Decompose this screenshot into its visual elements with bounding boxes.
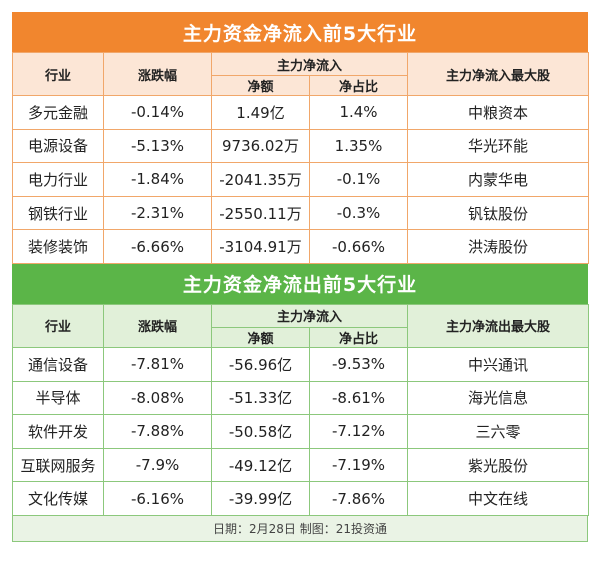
inflow-table: 行业 涨跌幅 主力净流入 主力净流入最大股 净额 净占比 多元金融 -0.14%… — [12, 52, 590, 264]
cell-stock: 中粮资本 — [407, 95, 590, 130]
header-industry: 行业 — [12, 303, 104, 348]
cell-ratio: -0.66% — [308, 229, 409, 264]
table-row: 半导体 -8.08% -51.33亿 -8.61% 海光信息 — [12, 380, 590, 416]
header-net-group: 主力净流入 — [210, 303, 409, 328]
cell-stock: 钒钛股份 — [407, 195, 590, 231]
cell-stock: 华光环能 — [407, 128, 590, 164]
table-row: 多元金融 -0.14% 1.49亿 1.4% 中粮资本 — [12, 95, 590, 130]
cell-ratio: -0.3% — [308, 195, 409, 231]
fund-flow-infographic: 主力资金净流入前5大行业 行业 涨跌幅 主力净流入 主力净流入最大股 净额 净占… — [12, 12, 590, 542]
outflow-table: 行业 涨跌幅 主力净流入 主力净流出最大股 净额 净占比 通信设备 -7.81%… — [12, 303, 590, 516]
table-row: 通信设备 -7.81% -56.96亿 -9.53% 中兴通讯 — [12, 346, 590, 382]
cell-ratio: -7.12% — [308, 414, 409, 449]
cell-stock: 海光信息 — [407, 380, 590, 416]
cell-change: -5.13% — [103, 128, 212, 164]
header-net-ratio: 净占比 — [308, 326, 409, 348]
cell-amount: -51.33亿 — [211, 380, 310, 416]
cell-amount: -39.99亿 — [211, 481, 310, 516]
cell-stock: 中兴通讯 — [407, 346, 590, 382]
header-change: 涨跌幅 — [103, 303, 212, 348]
cell-change: -7.9% — [103, 447, 212, 483]
cell-change: -8.08% — [103, 380, 212, 416]
table-row: 钢铁行业 -2.31% -2550.11万 -0.3% 钒钛股份 — [12, 195, 590, 231]
cell-industry: 电力行业 — [12, 162, 104, 197]
cell-industry: 多元金融 — [12, 95, 104, 130]
header-top-stock: 主力净流入最大股 — [407, 52, 590, 96]
cell-amount: -50.58亿 — [211, 414, 310, 449]
cell-change: -7.81% — [103, 346, 212, 382]
cell-ratio: -7.19% — [308, 447, 409, 483]
cell-industry: 装修装饰 — [12, 229, 104, 264]
cell-amount: -49.12亿 — [211, 447, 310, 483]
header-industry: 行业 — [12, 52, 104, 96]
inflow-title: 主力资金净流入前5大行业 — [12, 12, 588, 52]
table-row: 装修装饰 -6.66% -3104.91万 -0.66% 洪涛股份 — [12, 229, 590, 264]
cell-ratio: -9.53% — [308, 346, 409, 382]
cell-industry: 通信设备 — [12, 346, 104, 382]
cell-amount: 9736.02万 — [211, 128, 310, 164]
cell-stock: 三六零 — [407, 414, 590, 449]
cell-ratio: -7.86% — [308, 481, 409, 516]
cell-stock: 中文在线 — [407, 481, 590, 516]
cell-change: -2.31% — [103, 195, 212, 231]
cell-amount: -3104.91万 — [211, 229, 310, 264]
table-row: 互联网服务 -7.9% -49.12亿 -7.19% 紫光股份 — [12, 447, 590, 483]
cell-industry: 互联网服务 — [12, 447, 104, 483]
header-change: 涨跌幅 — [103, 52, 212, 96]
cell-amount: -2550.11万 — [211, 195, 310, 231]
table-row: 电力行业 -1.84% -2041.35万 -0.1% 内蒙华电 — [12, 162, 590, 197]
cell-change: -6.66% — [103, 229, 212, 264]
header-net-amount: 净额 — [211, 326, 310, 348]
table-row: 软件开发 -7.88% -50.58亿 -7.12% 三六零 — [12, 414, 590, 449]
cell-amount: 1.49亿 — [211, 95, 310, 130]
cell-ratio: -0.1% — [308, 162, 409, 197]
cell-change: -7.88% — [103, 414, 212, 449]
cell-change: -6.16% — [103, 481, 212, 516]
cell-stock: 紫光股份 — [407, 447, 590, 483]
outflow-title: 主力资金净流出前5大行业 — [12, 263, 588, 304]
cell-amount: -2041.35万 — [211, 162, 310, 197]
cell-industry: 钢铁行业 — [12, 195, 104, 231]
cell-stock: 内蒙华电 — [407, 162, 590, 197]
cell-ratio: -8.61% — [308, 380, 409, 416]
cell-industry: 半导体 — [12, 380, 104, 416]
cell-ratio: 1.35% — [308, 128, 409, 164]
cell-amount: -56.96亿 — [211, 346, 310, 382]
cell-change: -0.14% — [103, 95, 212, 130]
header-net-group: 主力净流入 — [210, 52, 409, 76]
header-net-ratio: 净占比 — [308, 75, 409, 96]
header-top-stock: 主力净流出最大股 — [407, 303, 590, 348]
cell-stock: 洪涛股份 — [407, 229, 590, 264]
table-row: 电源设备 -5.13% 9736.02万 1.35% 华光环能 — [12, 128, 590, 164]
cell-industry: 文化传媒 — [12, 481, 104, 516]
cell-change: -1.84% — [103, 162, 212, 197]
header-net-amount: 净额 — [211, 75, 310, 96]
cell-industry: 电源设备 — [12, 128, 104, 164]
cell-ratio: 1.4% — [308, 95, 409, 130]
table-row: 文化传媒 -6.16% -39.99亿 -7.86% 中文在线 — [12, 481, 590, 516]
cell-industry: 软件开发 — [12, 414, 104, 449]
footer-credit: 日期：2月28日 制图：21投资通 — [12, 515, 588, 542]
